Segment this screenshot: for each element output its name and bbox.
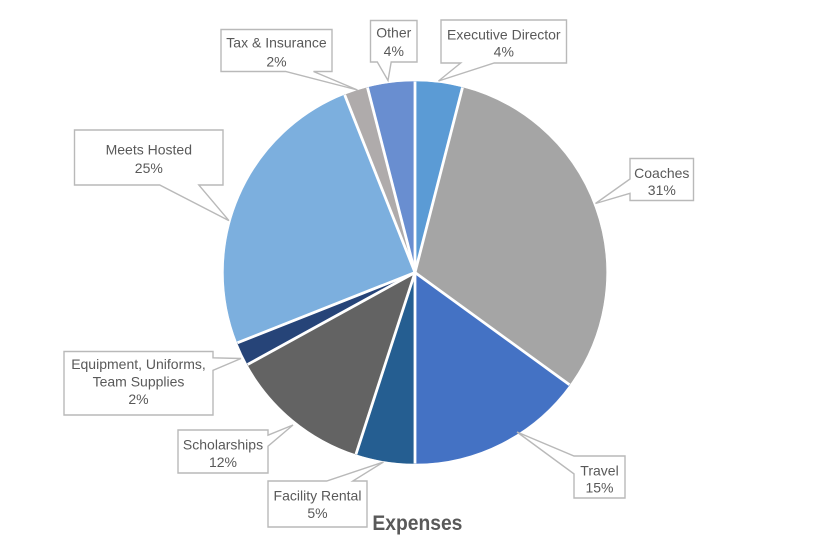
svg-text:Tax & Insurance: Tax & Insurance — [226, 35, 327, 51]
svg-text:Coaches: Coaches — [634, 165, 689, 181]
svg-text:4%: 4% — [384, 43, 404, 59]
svg-text:2%: 2% — [266, 53, 286, 69]
svg-text:4%: 4% — [494, 44, 514, 60]
svg-text:Other: Other — [376, 25, 411, 41]
svg-text:Expenses: Expenses — [372, 511, 462, 535]
svg-text:Scholarships: Scholarships — [183, 437, 263, 453]
svg-text:Facility Rental: Facility Rental — [274, 488, 362, 504]
svg-text:Equipment, Uniforms,: Equipment, Uniforms, — [71, 356, 206, 372]
svg-text:31%: 31% — [648, 182, 676, 198]
svg-text:12%: 12% — [209, 454, 237, 470]
svg-text:25%: 25% — [135, 160, 163, 176]
svg-text:Meets Hosted: Meets Hosted — [106, 142, 192, 158]
svg-text:5%: 5% — [307, 505, 327, 521]
svg-text:Team Supplies: Team Supplies — [93, 373, 185, 389]
svg-text:Travel: Travel — [580, 462, 618, 478]
svg-text:2%: 2% — [128, 391, 148, 407]
svg-text:Executive Director: Executive Director — [447, 26, 561, 42]
svg-text:15%: 15% — [585, 480, 613, 496]
